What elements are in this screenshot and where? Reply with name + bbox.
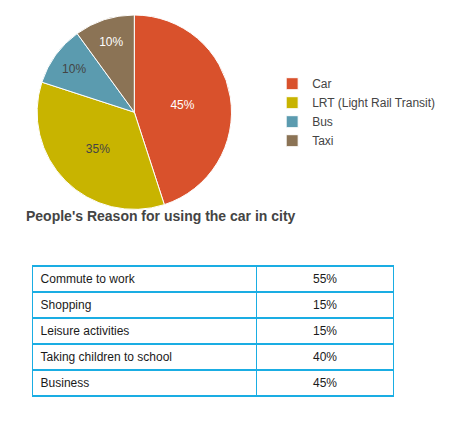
svg-text:Car: Car: [312, 77, 331, 91]
svg-text:Taxi: Taxi: [312, 134, 333, 148]
svg-text:Business: Business: [41, 376, 90, 390]
svg-text:10%: 10%: [62, 62, 86, 76]
svg-text:Taking children to school: Taking children to school: [41, 350, 172, 364]
svg-text:45%: 45%: [170, 98, 194, 112]
svg-text:Shopping: Shopping: [41, 298, 92, 312]
svg-text:10%: 10%: [99, 35, 123, 49]
svg-text:40%: 40%: [313, 350, 337, 364]
svg-text:15%: 15%: [313, 298, 337, 312]
svg-text:Leisure activities: Leisure activities: [41, 324, 130, 338]
svg-text:35%: 35%: [86, 142, 110, 156]
svg-text:55%: 55%: [313, 272, 337, 286]
svg-text:Bus: Bus: [312, 115, 333, 129]
svg-text:45%: 45%: [313, 376, 337, 390]
svg-text:15%: 15%: [313, 324, 337, 338]
svg-text:Commute to work: Commute to work: [41, 272, 136, 286]
svg-text:People's Reason for using the: People's Reason for using the car in cit…: [26, 208, 296, 224]
svg-text:LRT (Light Rail Transit): LRT (Light Rail Transit): [312, 96, 435, 110]
